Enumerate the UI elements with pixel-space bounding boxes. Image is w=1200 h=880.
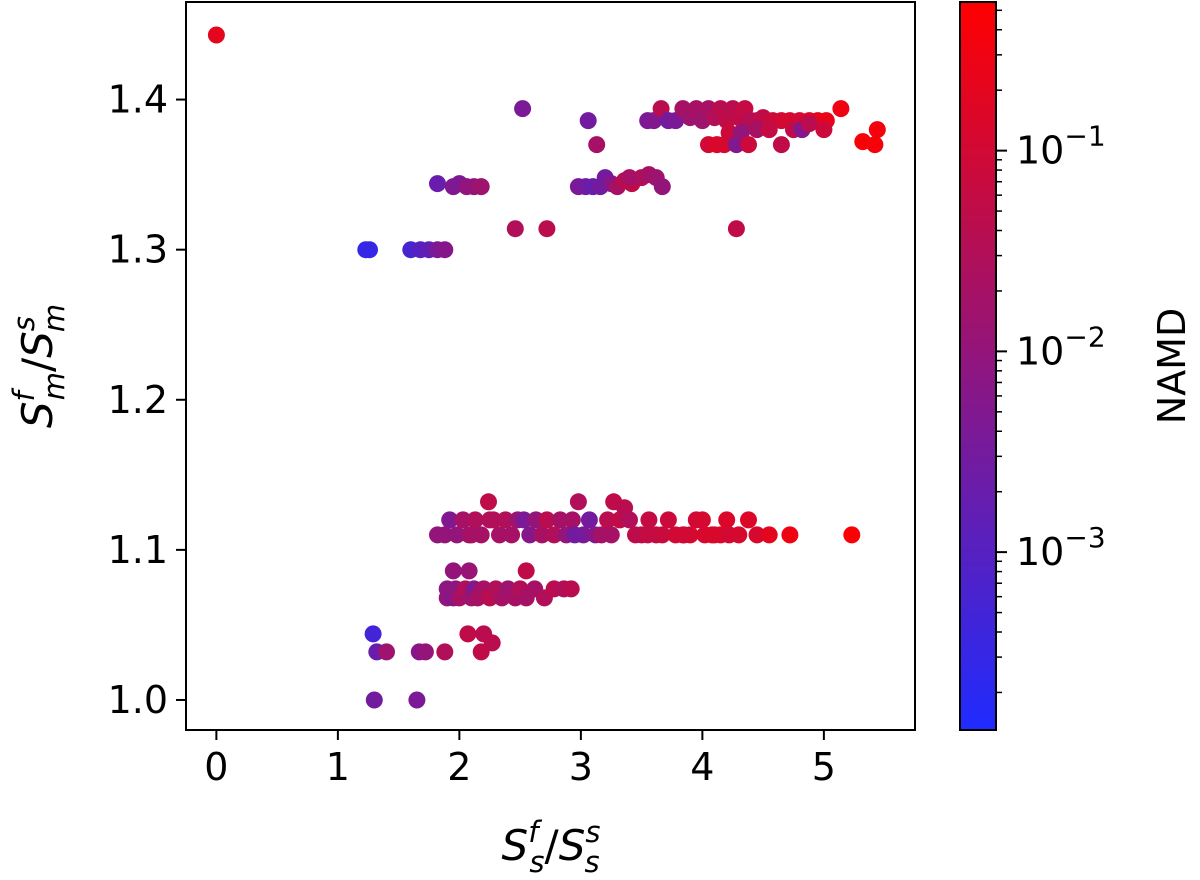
- data-point: [517, 562, 535, 580]
- data-point: [640, 511, 658, 529]
- data-point: [533, 526, 551, 544]
- data-point: [730, 526, 748, 544]
- y-tick-label: 1.1: [108, 528, 168, 572]
- data-point: [843, 526, 861, 544]
- data-point: [506, 220, 524, 238]
- x-axis-label: Sf s/Ss s: [502, 815, 601, 879]
- colorbar-label: NAMD: [1150, 308, 1194, 424]
- data-point: [599, 511, 617, 529]
- data-point: [832, 100, 850, 118]
- data-points: [207, 26, 886, 709]
- data-point: [459, 625, 477, 643]
- data-point: [521, 526, 539, 544]
- data-point: [653, 178, 671, 196]
- data-point: [365, 691, 383, 709]
- data-point: [866, 136, 884, 154]
- data-point: [408, 691, 426, 709]
- data-point: [472, 178, 490, 196]
- data-point: [562, 580, 580, 598]
- data-point: [441, 511, 459, 529]
- data-point: [760, 526, 778, 544]
- data-point: [545, 526, 563, 544]
- data-point: [454, 511, 472, 529]
- data-point: [800, 115, 818, 133]
- data-point: [538, 220, 556, 238]
- data-point: [463, 526, 480, 544]
- data-point: [480, 493, 497, 511]
- data-point: [514, 100, 532, 118]
- data-point: [693, 511, 711, 529]
- data-point: [515, 511, 533, 529]
- data-point: [207, 26, 225, 44]
- colorbar-tick-label: 10−1: [1016, 120, 1106, 173]
- data-point: [621, 169, 638, 187]
- data-point: [718, 511, 736, 529]
- data-point: [675, 526, 693, 544]
- data-point: [503, 526, 521, 544]
- data-point: [760, 121, 778, 139]
- data-point: [436, 241, 454, 259]
- colorbar-tick-label: 10−2: [1016, 320, 1106, 373]
- data-point: [497, 511, 514, 529]
- y-tick-label: 1.2: [108, 378, 168, 422]
- data-point: [579, 112, 597, 130]
- x-tick-label: 3: [569, 745, 593, 789]
- data-point: [491, 526, 508, 544]
- x-axis: 0 1 2 3 4 5: [204, 730, 836, 789]
- data-point: [436, 643, 454, 661]
- y-tick-label: 1.0: [108, 678, 168, 722]
- y-tick-label: 1.3: [108, 228, 168, 272]
- y-axis-label: Sfm/Ssm: [7, 304, 71, 428]
- x-tick-label: 5: [812, 745, 836, 789]
- data-point: [781, 526, 799, 544]
- data-point: [639, 526, 657, 544]
- data-point: [569, 493, 587, 511]
- plot-frame: [185, 1, 916, 731]
- data-point: [748, 121, 766, 139]
- data-point: [444, 562, 462, 580]
- data-point: [481, 511, 499, 529]
- data-point: [772, 136, 790, 154]
- data-point: [602, 526, 620, 544]
- data-point: [588, 136, 606, 154]
- data-point: [621, 511, 638, 529]
- data-point: [364, 625, 382, 643]
- data-point: [448, 526, 466, 544]
- data-point: [436, 526, 454, 544]
- data-point: [460, 562, 478, 580]
- data-point: [378, 643, 395, 661]
- data-point: [563, 511, 581, 529]
- data-point: [653, 526, 671, 544]
- data-point: [580, 511, 598, 529]
- colorbar: [959, 1, 997, 731]
- data-point: [551, 511, 569, 529]
- x-tick-label: 4: [690, 745, 714, 789]
- x-tick-label: 1: [326, 745, 350, 789]
- data-point: [748, 526, 766, 544]
- data-point: [566, 526, 584, 544]
- data-point: [466, 511, 484, 529]
- data-point: [868, 121, 886, 139]
- data-point: [429, 175, 446, 193]
- data-point: [740, 136, 757, 154]
- data-point: [538, 511, 556, 529]
- data-point: [416, 643, 434, 661]
- colorbar-tick-label: 10−3: [1016, 521, 1106, 574]
- data-point: [815, 121, 833, 139]
- data-point: [706, 526, 723, 544]
- y-tick-label: 1.4: [108, 78, 168, 122]
- colorbar-axis: 10−3 10−2 10−1: [996, 9, 1106, 694]
- y-axis: 1.0 1.1 1.2 1.3 1.4: [108, 78, 186, 722]
- data-point: [727, 220, 745, 238]
- data-point: [740, 511, 757, 529]
- x-tick-label: 2: [447, 745, 471, 789]
- data-point: [361, 241, 378, 259]
- x-tick-label: 0: [204, 745, 228, 789]
- data-point: [659, 511, 677, 529]
- data-point: [483, 634, 501, 652]
